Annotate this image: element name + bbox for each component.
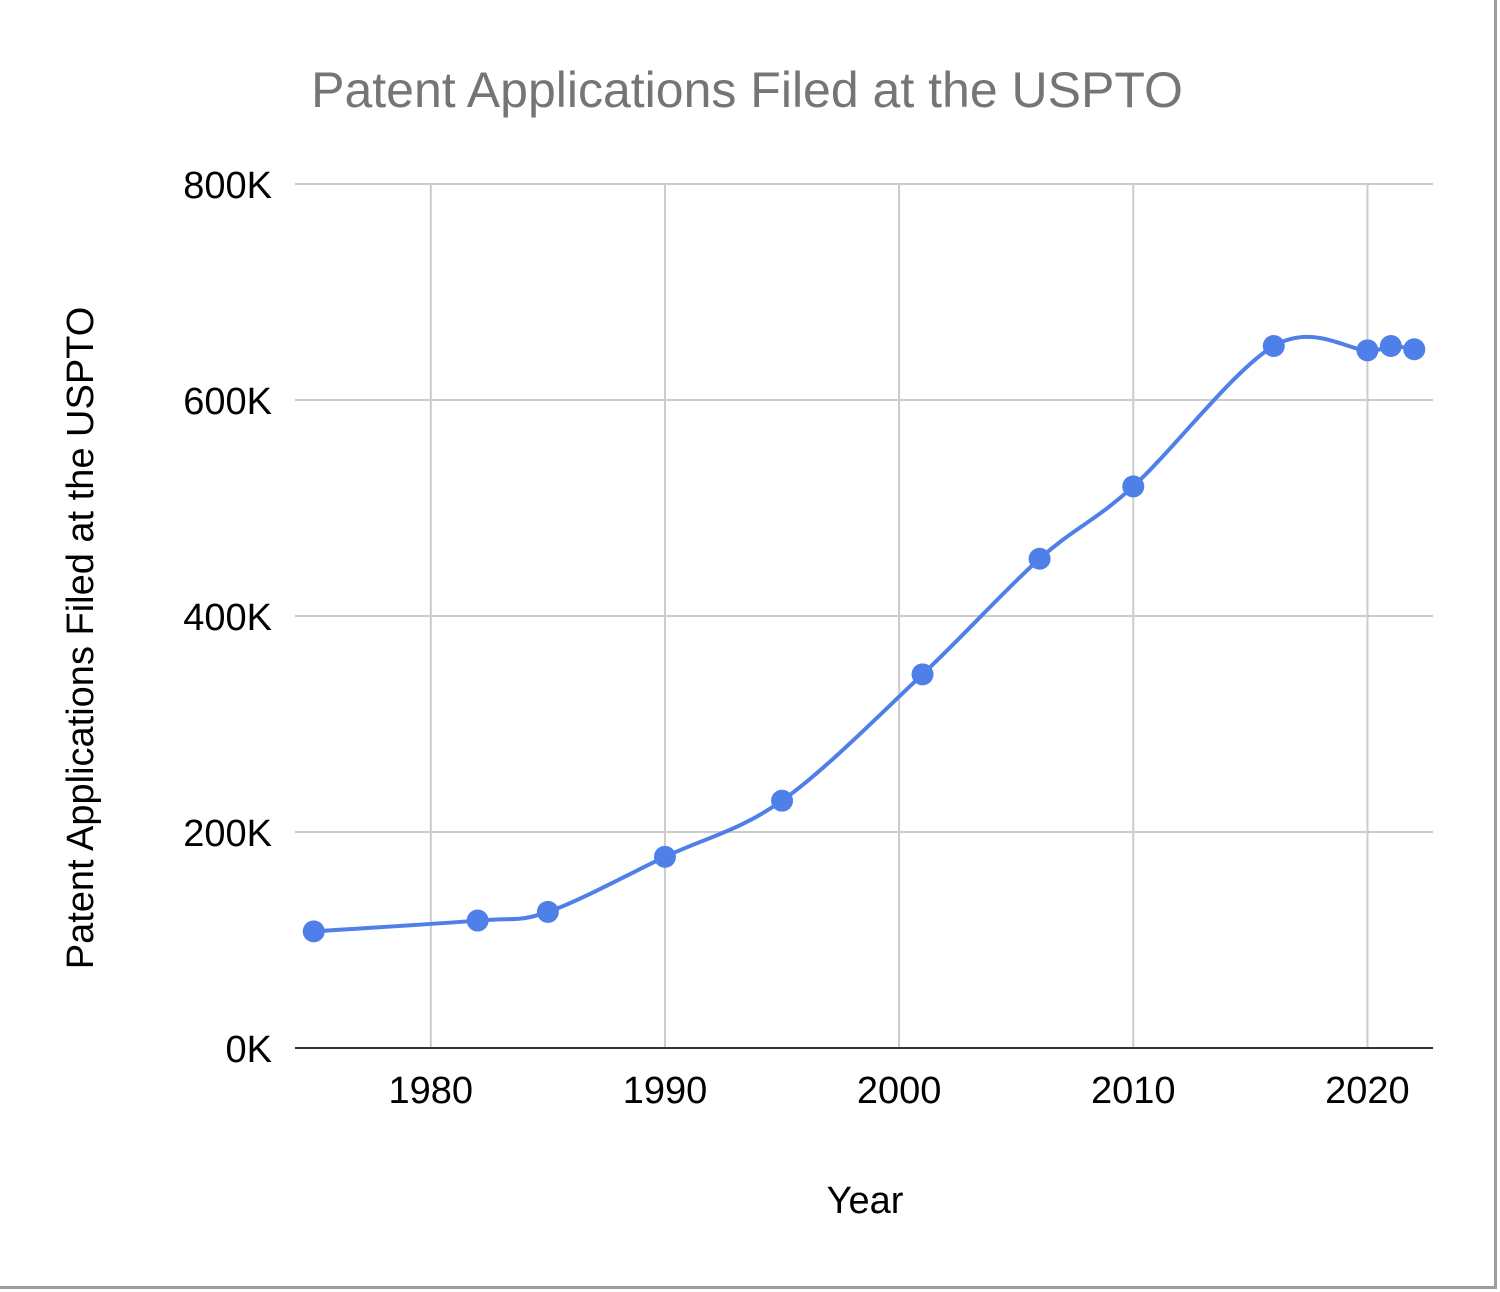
x-tick-label: 1990 — [623, 1070, 708, 1112]
data-point[interactable] — [536, 900, 559, 923]
y-axis-title: Patent Applications Filed at the USPTO — [60, 307, 102, 970]
y-tick-label: 600K — [183, 381, 272, 423]
data-point[interactable] — [466, 909, 489, 932]
x-tick-label: 2020 — [1325, 1070, 1410, 1112]
data-point[interactable] — [1356, 339, 1379, 362]
y-tick-label: 0K — [226, 1029, 272, 1071]
data-point[interactable] — [771, 789, 794, 812]
data-point[interactable] — [1262, 335, 1285, 357]
data-point[interactable] — [1379, 335, 1402, 357]
data-point[interactable] — [302, 920, 325, 943]
y-tick-label: 400K — [183, 597, 272, 639]
data-point[interactable] — [1028, 547, 1051, 570]
x-axis-title: Year — [827, 1180, 904, 1222]
series-layer — [302, 334, 1426, 943]
series-line — [311, 334, 1417, 934]
y-tick-label: 800K — [183, 165, 272, 207]
y-tick-label: 200K — [183, 813, 272, 855]
data-point[interactable] — [1122, 475, 1145, 498]
x-tick-label: 2000 — [857, 1070, 942, 1112]
data-point[interactable] — [1403, 338, 1426, 361]
y-axis-ticks: 0K 200K 400K 600K 800K — [183, 165, 272, 1071]
chart-title: Patent Applications Filed at the USPTO — [311, 62, 1183, 118]
x-tick-label: 2010 — [1091, 1070, 1176, 1112]
x-tick-label: 1980 — [389, 1070, 474, 1112]
data-point[interactable] — [911, 663, 934, 686]
gridlines — [295, 183, 1433, 1048]
x-axis-ticks: 1980 1990 2000 2010 2020 — [389, 1070, 1410, 1112]
data-point[interactable] — [653, 845, 676, 868]
